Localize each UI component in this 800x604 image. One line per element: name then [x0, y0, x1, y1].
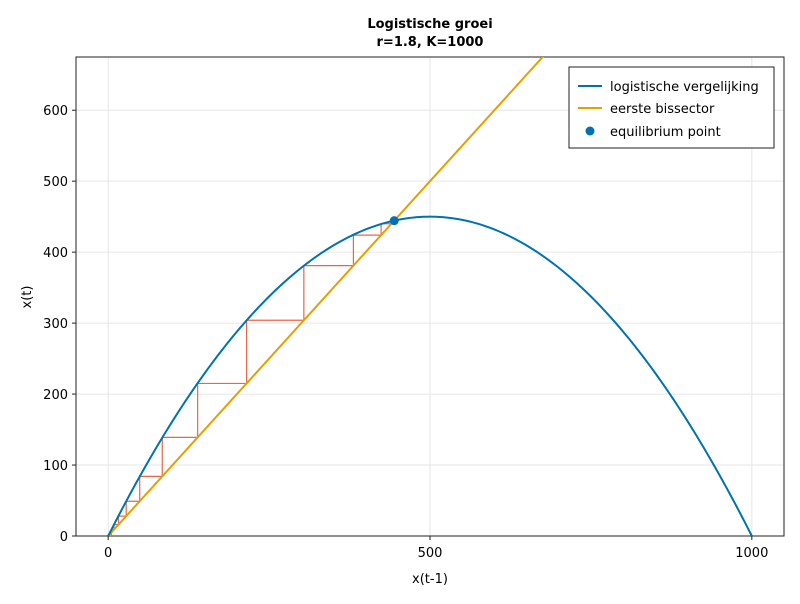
- tick-labels: 0 500 1000 0 100 200 300 400 500 600: [43, 104, 768, 561]
- series-line-logistic: [107, 215, 753, 536]
- plot-area: [107, 57, 753, 536]
- series-line-bisector: [107, 57, 544, 536]
- chart-title: Logistische groei: [367, 17, 492, 32]
- x-tick-label: 500: [418, 546, 443, 561]
- y-axis-label: x(t): [20, 286, 35, 309]
- legend-box: [568, 66, 775, 149]
- plot-data: [107, 57, 753, 536]
- y-tick-label: 200: [43, 388, 68, 403]
- x-tick-label: 0: [104, 546, 112, 561]
- chart-subtitle: r=1.8, K=1000: [377, 35, 484, 50]
- y-tick-label: 600: [43, 104, 68, 119]
- x-tick-label: 1000: [735, 546, 768, 561]
- y-tick-label: 100: [43, 459, 68, 474]
- legend-label-logistic: logistische vergelijking: [610, 80, 759, 95]
- equilibrium-point: [389, 216, 399, 226]
- y-tick-label: 0: [60, 530, 68, 545]
- y-tick-label: 300: [43, 317, 68, 332]
- legend: logistische vergelijking eerste bissecto…: [568, 66, 775, 149]
- y-tick-label: 500: [43, 175, 68, 190]
- legend-label-bisector: eerste bissector: [610, 102, 715, 117]
- y-tick-label: 400: [43, 246, 68, 261]
- legend-swatch-equilibrium: [585, 126, 595, 136]
- legend-label-equilibrium: equilibrium point: [610, 125, 721, 140]
- x-axis-label: x(t-1): [412, 572, 448, 587]
